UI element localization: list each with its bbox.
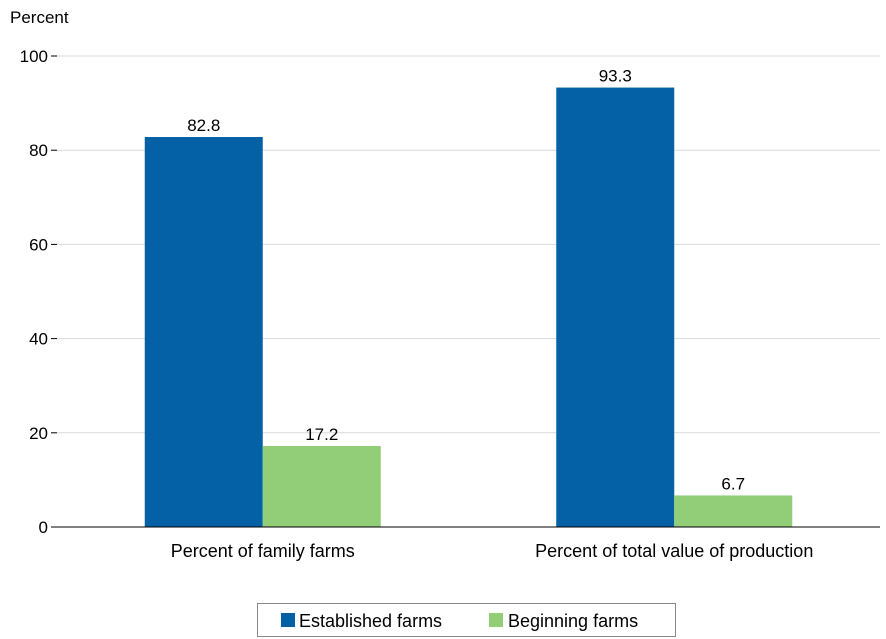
legend-swatch-beginning xyxy=(489,613,503,627)
data-label: 82.8 xyxy=(187,116,220,135)
y-tick-label: 0 xyxy=(39,518,48,537)
y-tick-label: 100 xyxy=(20,47,48,66)
y-tick-label: 80 xyxy=(29,141,48,160)
legend-label-established: Established farms xyxy=(299,611,442,631)
data-label: 17.2 xyxy=(305,425,338,444)
x-category-label: Percent of total value of production xyxy=(535,541,813,561)
bars xyxy=(144,87,793,527)
bar-established xyxy=(556,87,675,527)
legend-label-beginning: Beginning farms xyxy=(508,611,638,631)
y-tick-label: 60 xyxy=(29,235,48,254)
legend-swatch-established xyxy=(281,613,295,627)
legend-box xyxy=(257,603,676,637)
bar-beginning xyxy=(262,445,381,527)
category-labels: Percent of family farms Percent of total … xyxy=(171,541,814,561)
data-label: 93.3 xyxy=(599,67,632,86)
y-tick-label: 40 xyxy=(29,330,48,349)
y-axis-title: Percent xyxy=(10,8,69,27)
bar-beginning xyxy=(674,495,793,527)
legend: Established farms Beginning farms xyxy=(257,603,676,637)
y-axis-ticks: 0 20 40 60 80 100 xyxy=(20,47,57,537)
data-label: 6.7 xyxy=(721,474,745,493)
data-labels: 82.8 17.2 93.3 6.7 xyxy=(187,67,745,494)
y-tick-label: 20 xyxy=(29,424,48,443)
bar-established xyxy=(144,137,263,527)
x-category-label: Percent of family farms xyxy=(171,541,355,561)
